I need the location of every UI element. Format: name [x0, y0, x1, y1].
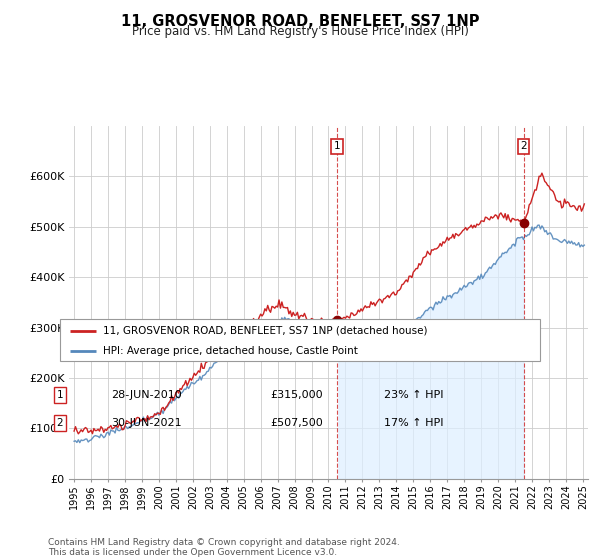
Text: 11, GROSVENOR ROAD, BENFLEET, SS7 1NP: 11, GROSVENOR ROAD, BENFLEET, SS7 1NP	[121, 14, 479, 29]
Text: £507,500: £507,500	[270, 418, 323, 428]
Text: 23% ↑ HPI: 23% ↑ HPI	[384, 390, 443, 400]
Text: 17% ↑ HPI: 17% ↑ HPI	[384, 418, 443, 428]
Text: 1: 1	[56, 390, 64, 400]
FancyBboxPatch shape	[60, 319, 540, 361]
Text: HPI: Average price, detached house, Castle Point: HPI: Average price, detached house, Cast…	[103, 346, 358, 356]
Text: Contains HM Land Registry data © Crown copyright and database right 2024.
This d: Contains HM Land Registry data © Crown c…	[48, 538, 400, 557]
Text: £315,000: £315,000	[270, 390, 323, 400]
Text: 30-JUN-2021: 30-JUN-2021	[111, 418, 182, 428]
Text: 2: 2	[520, 141, 527, 151]
Text: 28-JUN-2010: 28-JUN-2010	[111, 390, 182, 400]
Text: 11, GROSVENOR ROAD, BENFLEET, SS7 1NP (detached house): 11, GROSVENOR ROAD, BENFLEET, SS7 1NP (d…	[103, 326, 428, 336]
Text: 1: 1	[334, 141, 340, 151]
Text: Price paid vs. HM Land Registry's House Price Index (HPI): Price paid vs. HM Land Registry's House …	[131, 25, 469, 38]
Text: 2: 2	[56, 418, 64, 428]
